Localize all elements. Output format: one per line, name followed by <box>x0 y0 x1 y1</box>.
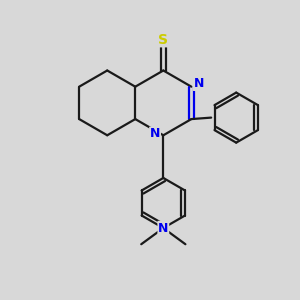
Text: S: S <box>158 33 168 46</box>
Text: N: N <box>158 221 169 235</box>
Text: N: N <box>194 77 204 90</box>
Text: N: N <box>150 127 160 140</box>
